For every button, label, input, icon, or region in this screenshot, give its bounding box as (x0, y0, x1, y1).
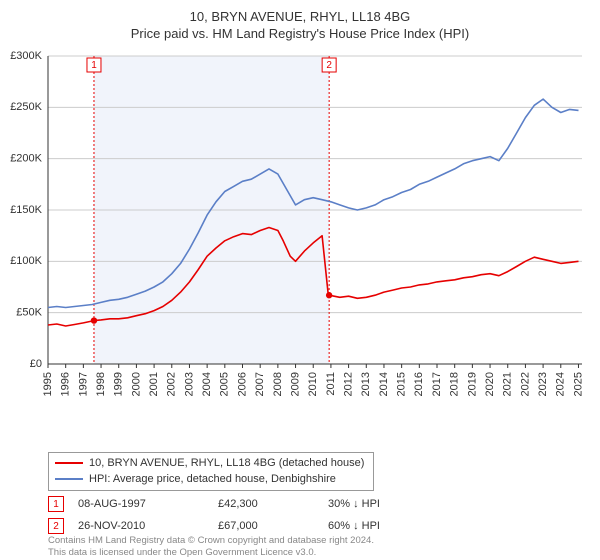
svg-text:2012: 2012 (343, 372, 355, 396)
plot-svg: £0£50K£100K£150K£200K£250K£300K199519961… (48, 50, 588, 410)
svg-text:1999: 1999 (113, 372, 125, 396)
chart-title: 10, BRYN AVENUE, RHYL, LL18 4BG (0, 0, 600, 26)
chart-subtitle: Price paid vs. HM Land Registry's House … (0, 26, 600, 45)
sale-delta: 30% ↓ HPI (328, 498, 588, 510)
svg-text:£50K: £50K (16, 307, 42, 319)
svg-text:2: 2 (326, 60, 332, 71)
svg-text:1: 1 (91, 60, 97, 71)
svg-text:2023: 2023 (537, 372, 549, 396)
svg-text:£250K: £250K (10, 101, 42, 113)
svg-text:2019: 2019 (466, 372, 478, 396)
svg-text:£100K: £100K (10, 255, 42, 267)
sale-price: £67,000 (218, 520, 328, 532)
sale-price: £42,300 (218, 498, 328, 510)
legend-swatch-property (55, 462, 83, 464)
svg-text:2010: 2010 (307, 372, 319, 396)
sale-date: 08-AUG-1997 (78, 498, 218, 510)
svg-text:1996: 1996 (60, 372, 72, 396)
svg-text:£300K: £300K (10, 50, 42, 62)
svg-text:2007: 2007 (254, 372, 266, 396)
svg-text:1997: 1997 (77, 372, 89, 396)
svg-text:£200K: £200K (10, 153, 42, 165)
svg-text:2020: 2020 (484, 372, 496, 396)
svg-text:2002: 2002 (166, 372, 178, 396)
plot-area: £0£50K£100K£150K£200K£250K£300K199519961… (48, 50, 588, 410)
svg-text:2021: 2021 (502, 372, 514, 396)
svg-text:2006: 2006 (236, 372, 248, 396)
sale-row: 2 26-NOV-2010 £67,000 60% ↓ HPI (48, 518, 588, 534)
sale-row: 1 08-AUG-1997 £42,300 30% ↓ HPI (48, 496, 588, 512)
svg-text:2018: 2018 (449, 372, 461, 396)
svg-text:£150K: £150K (10, 204, 42, 216)
legend-label: HPI: Average price, detached house, Denb… (89, 472, 336, 486)
sale-date: 26-NOV-2010 (78, 520, 218, 532)
svg-text:2003: 2003 (183, 372, 195, 396)
chart-container: 10, BRYN AVENUE, RHYL, LL18 4BG Price pa… (0, 0, 600, 560)
legend-swatch-hpi (55, 478, 83, 480)
sales-table: 1 08-AUG-1997 £42,300 30% ↓ HPI 2 26-NOV… (48, 496, 588, 540)
attribution-line: Contains HM Land Registry data © Crown c… (48, 535, 374, 547)
svg-text:2009: 2009 (289, 372, 301, 396)
svg-text:2014: 2014 (378, 372, 390, 396)
svg-text:2001: 2001 (148, 372, 160, 396)
svg-text:2004: 2004 (201, 372, 213, 396)
attribution-line: This data is licensed under the Open Gov… (48, 547, 374, 559)
sale-marker-2-icon: 2 (48, 518, 64, 534)
svg-text:2013: 2013 (360, 372, 372, 396)
svg-text:2024: 2024 (555, 372, 567, 396)
svg-text:2022: 2022 (519, 372, 531, 396)
sale-delta: 60% ↓ HPI (328, 520, 588, 532)
legend-row: 10, BRYN AVENUE, RHYL, LL18 4BG (detache… (55, 456, 367, 470)
svg-text:2025: 2025 (572, 372, 584, 396)
svg-text:£0: £0 (30, 358, 42, 370)
svg-text:1995: 1995 (42, 372, 54, 396)
svg-text:1998: 1998 (95, 372, 107, 396)
svg-text:2000: 2000 (130, 372, 142, 396)
svg-text:2011: 2011 (325, 372, 337, 396)
svg-text:2008: 2008 (272, 372, 284, 396)
legend-label: 10, BRYN AVENUE, RHYL, LL18 4BG (detache… (89, 456, 364, 470)
legend-row: HPI: Average price, detached house, Denb… (55, 472, 367, 486)
legend: 10, BRYN AVENUE, RHYL, LL18 4BG (detache… (48, 452, 374, 491)
sale-marker-1-icon: 1 (48, 496, 64, 512)
svg-text:2016: 2016 (413, 372, 425, 396)
svg-text:2015: 2015 (396, 372, 408, 396)
attribution: Contains HM Land Registry data © Crown c… (48, 535, 374, 559)
svg-text:2005: 2005 (219, 372, 231, 396)
svg-text:2017: 2017 (431, 372, 443, 396)
